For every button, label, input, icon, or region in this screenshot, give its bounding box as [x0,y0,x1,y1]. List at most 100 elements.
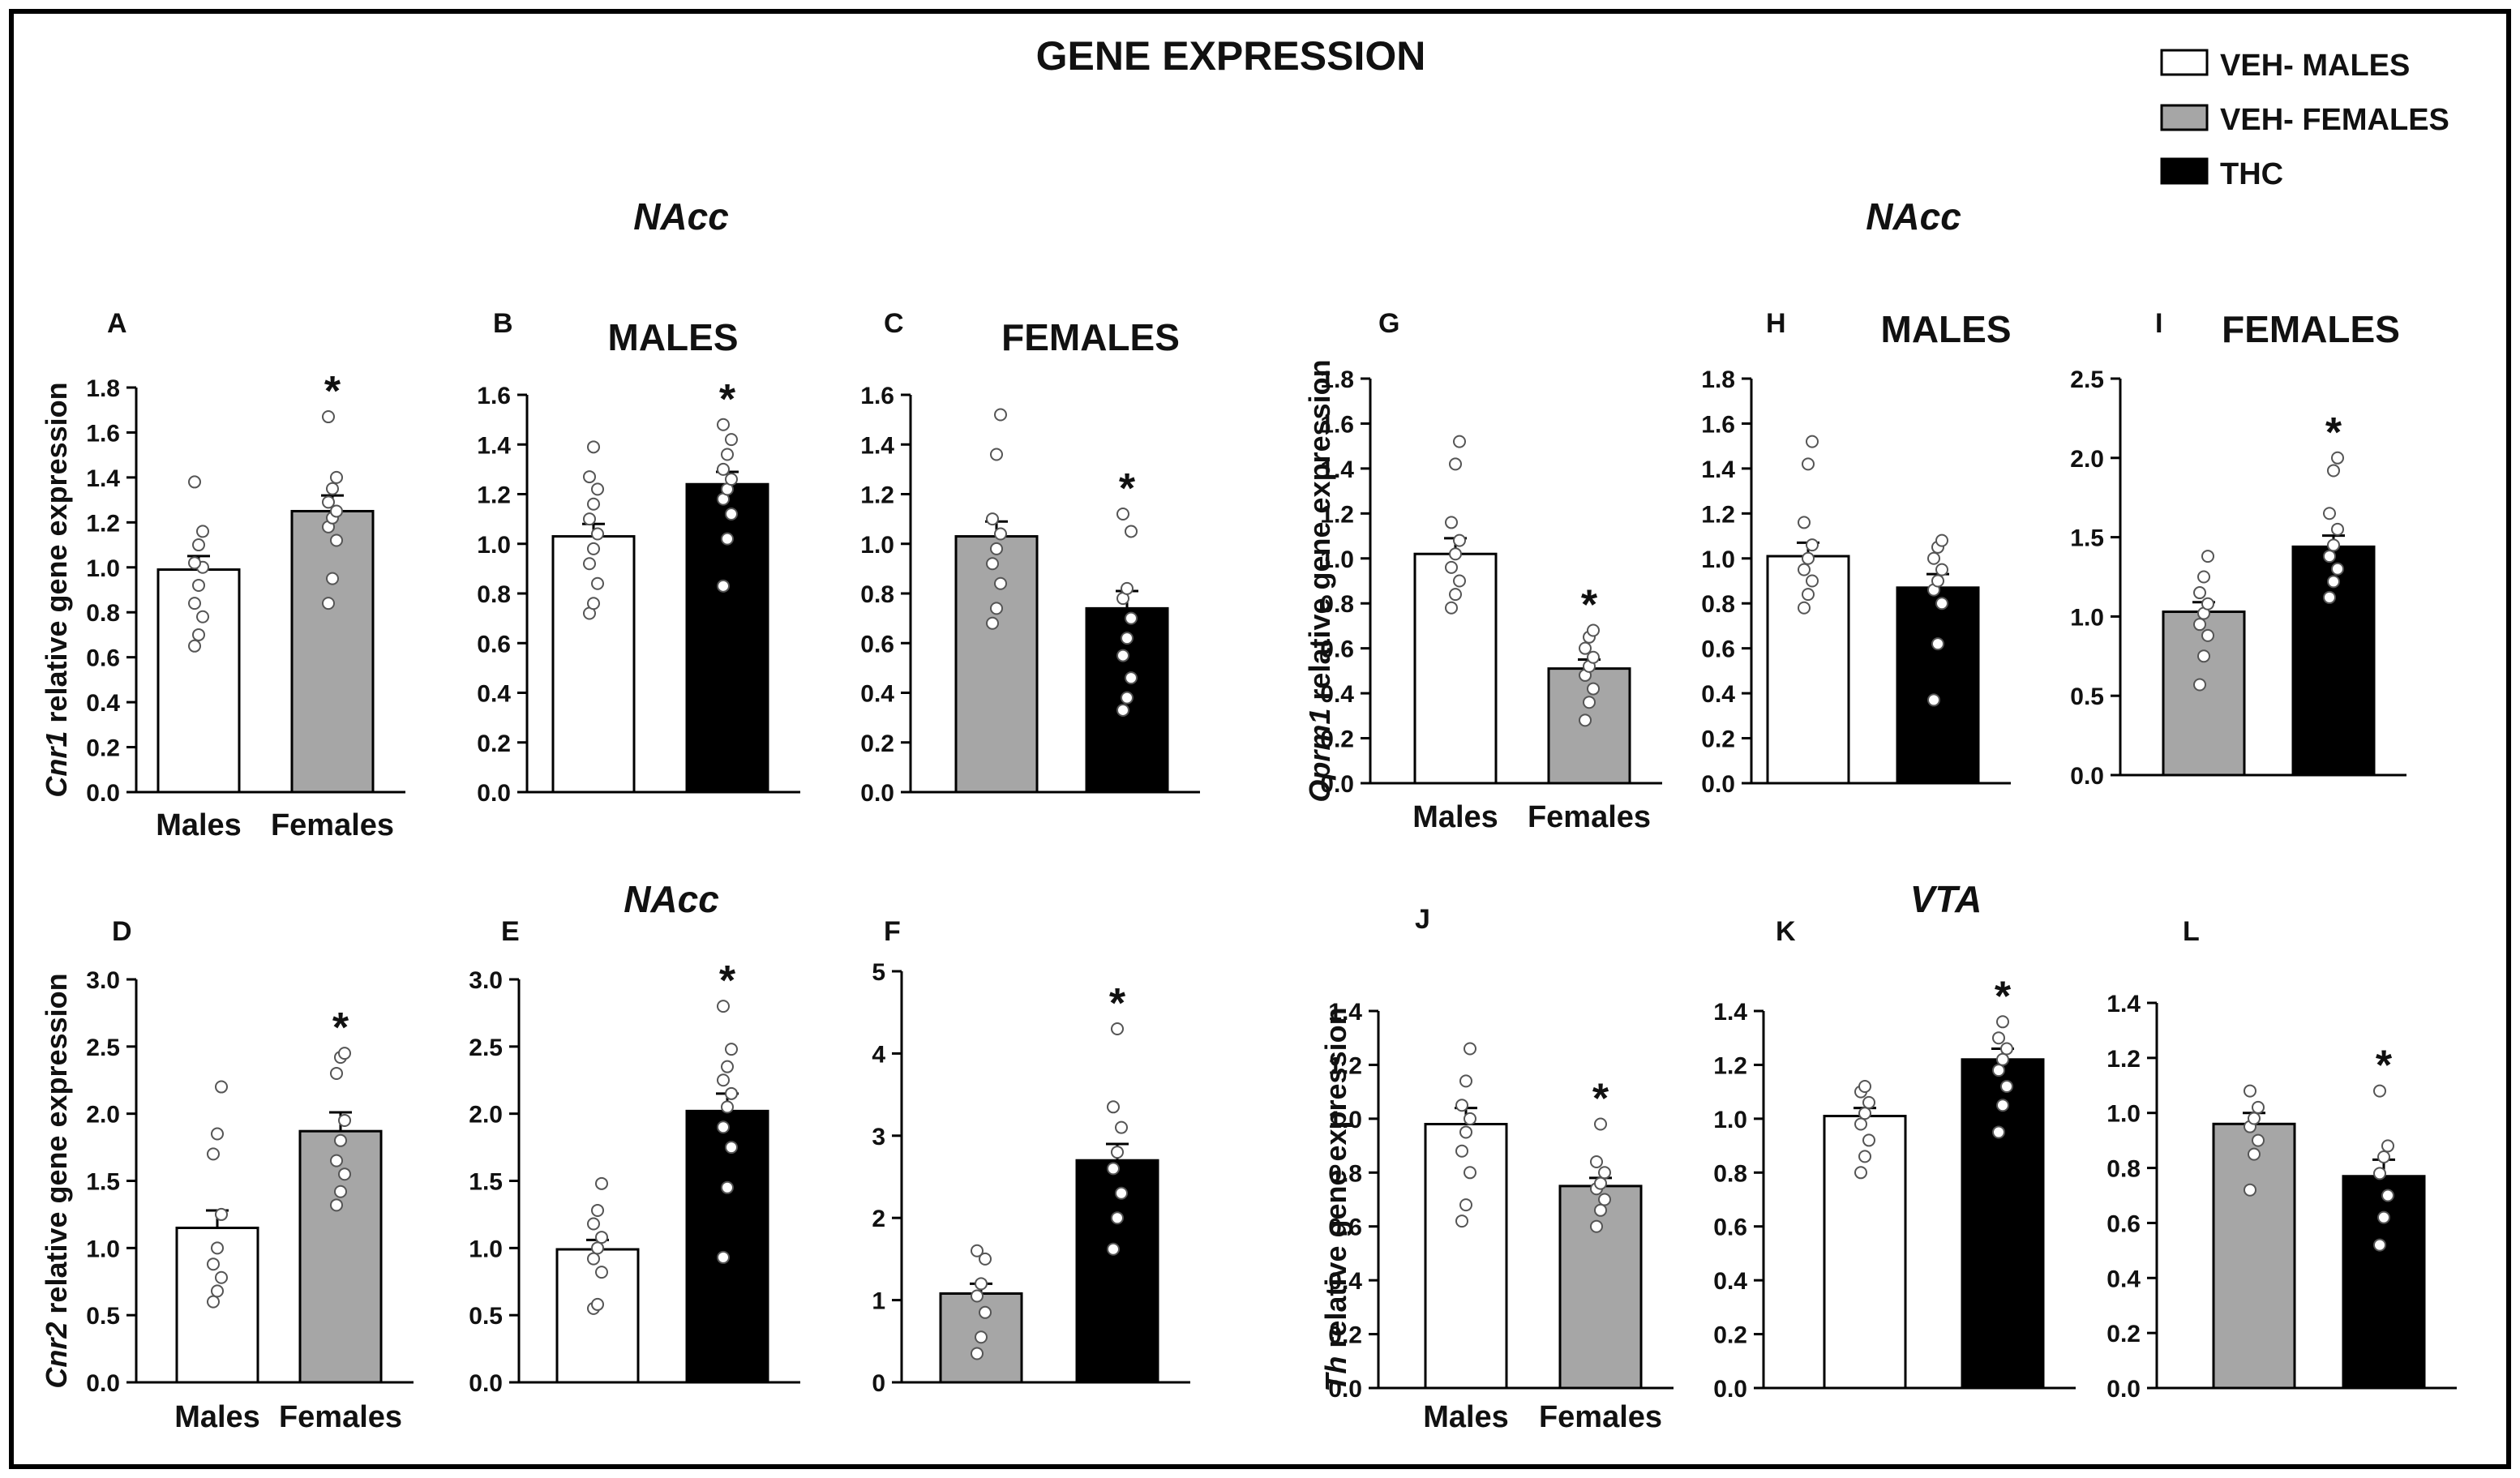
y-tick-label: 0.4 [86,690,120,717]
panel-k: K VTA 0.0 0.2 0.4 0.6 0.8 1.0 1.2 1.4 * [1713,878,2076,1403]
data-point [591,527,604,541]
y-tick-label: 0.6 [2106,1210,2141,1237]
data-point [1579,713,1592,727]
significance-marker: * [1581,581,1598,628]
y-tick-label: 0.2 [860,730,894,757]
y-tick-label: 1.4 [2106,991,2141,1017]
data-point [1594,1117,1607,1131]
y-tick-label: 0.0 [2106,1376,2141,1403]
data-point [725,473,738,486]
data-point [322,495,335,509]
panel-f: F 0 1 2 3 4 5 * [872,916,1190,1397]
data-point [1798,601,1811,615]
data-point [330,1154,343,1167]
data-point [1449,588,1462,602]
data-point [322,410,335,424]
data-point [2193,618,2206,632]
panel-letter: F [884,916,901,947]
y-tick-label: 0.8 [1713,1160,1747,1187]
y-tick-label: 2.5 [469,1035,503,1061]
x-category-label: Females [279,1400,402,1434]
y-tick-label: 1.0 [469,1236,503,1262]
data-point [2244,1183,2256,1197]
y-axis-label: Oprm1 relative gene expression [1303,359,1336,802]
data-point [1111,1146,1124,1159]
data-point [1121,581,1134,595]
panel-h: H MALES 0.0 0.2 0.4 0.6 0.8 1.0 1.2 1.4 1.6 1.8 [1701,308,2011,798]
section-label-nacc-left: NAcc [633,195,729,238]
y-tick-label: 0.2 [86,735,120,762]
data-point [1445,516,1458,529]
data-point [595,1231,608,1245]
data-point [1798,563,1811,576]
data-point [1992,1031,2005,1045]
y-tick-label: 0.0 [1320,771,1354,798]
y-tick-label: 0.8 [1328,1160,1362,1187]
data-point [725,1043,738,1056]
panel-letter: G [1378,308,1399,339]
data-point [188,597,201,610]
data-point [1459,1198,1472,1212]
data-point [591,576,604,590]
data-point [322,597,335,610]
y-tick-label: 1.5 [86,1169,120,1196]
data-point [587,1252,600,1266]
panel-j: J 0.0 0.2 0.4 0.6 0.8 1.0 1.2 1.4Th relative gen… [1319,904,1674,1434]
data-point [2201,597,2214,610]
data-point [1464,1166,1476,1180]
significance-marker: * [332,1005,349,1052]
panel-a: A 0.0 0.2 0.4 0.6 0.8 1.0 1.2 1.4 1.6 1.8 Cnr1 rela… [40,308,405,842]
y-tick-label: 2 [872,1206,885,1232]
y-tick-label: 1.0 [86,1236,120,1262]
data-point [1806,574,1819,588]
x-category-label: Females [1528,800,1651,834]
data-point [2252,1133,2265,1147]
data-point [1455,1099,1468,1112]
y-tick-label: 0.6 [860,631,894,658]
data-point [1798,516,1811,529]
y-tick-label: 0.4 [1701,681,1735,708]
data-point [1455,1144,1468,1158]
data-point [211,1284,224,1298]
data-point [1858,1150,1871,1163]
data-point [1992,1125,2005,1139]
data-point [1858,1107,1871,1120]
y-tick-label: 1.6 [1701,411,1735,438]
data-point [330,470,343,484]
data-point [2373,1238,2386,1252]
data-point [1590,1219,1603,1233]
data-point [1996,1099,2009,1112]
data-point [721,532,734,546]
data-point [188,639,201,653]
y-tick-label: 1.8 [1701,366,1735,393]
panel-title: VTA [1910,878,1982,920]
y-tick-label: 1.2 [2106,1046,2141,1073]
data-point [2331,522,2344,536]
bar-1 [1558,1185,1643,1390]
significance-marker: * [1592,1076,1609,1123]
data-point [990,542,1003,555]
data-point [1107,1242,1120,1256]
data-point [338,1047,351,1060]
y-tick-label: 2.5 [86,1035,120,1061]
data-point [721,448,734,461]
y-tick-label: 3.0 [86,967,120,994]
data-point [587,1217,600,1231]
y-tick-label: 0.0 [477,780,511,807]
data-point [1806,435,1819,448]
y-tick-label: 0.5 [469,1303,503,1330]
y-tick-label: 0.0 [86,1370,120,1397]
data-point [192,628,205,641]
panel-i: I FEMALES 0.0 0.5 1.0 1.5 2.0 2.5 * [2070,308,2406,790]
y-tick-label: 1.0 [1701,546,1735,573]
bar-1 [2342,1175,2426,1390]
data-point [1862,1133,1875,1147]
data-point [1996,1052,2009,1066]
panel-title: MALES [608,316,739,358]
data-point [986,512,999,526]
data-point [1107,1162,1120,1176]
bar-0 [1424,1123,1508,1390]
data-point [721,1060,734,1073]
y-tick-label: 1 [872,1288,885,1315]
legend-label-veh-males: VEH- MALES [2220,49,2410,83]
